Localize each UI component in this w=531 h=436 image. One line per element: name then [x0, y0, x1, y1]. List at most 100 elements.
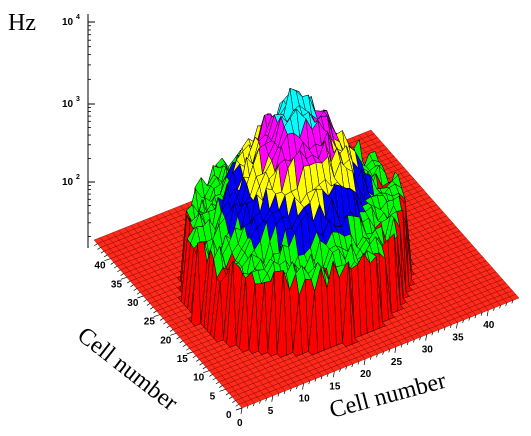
y-tick-mark [186, 351, 193, 355]
x-tick-mark [326, 373, 329, 377]
x-tick-label: 15 [329, 381, 341, 392]
x-tick-mark [369, 356, 372, 360]
x-tick-mark [431, 332, 434, 336]
y-tick-label: 15 [177, 354, 189, 365]
x-tick-label: 25 [391, 357, 403, 368]
surface-cell [248, 284, 259, 354]
y-tick-mark [196, 359, 200, 362]
y-tick-mark [203, 370, 210, 373]
x-tick-mark [493, 307, 495, 311]
x-tick-mark [480, 312, 483, 316]
z-tick-exponent: 4 [76, 14, 80, 21]
surface-cell [239, 277, 250, 353]
y-tick-mark [117, 269, 121, 273]
x-tick-label: 30 [422, 345, 434, 356]
surface-mesh [176, 87, 416, 358]
x-tick-mark [406, 341, 409, 346]
x-tick-mark [413, 339, 415, 343]
x-tick-mark [437, 329, 440, 333]
surface-cell [258, 282, 269, 356]
x-tick-mark [474, 315, 477, 319]
y-tick-mark [159, 318, 164, 321]
y-tick-mark [143, 299, 147, 303]
x-tick-mark [388, 349, 391, 353]
y-tick-mark [235, 403, 239, 407]
x-tick-mark [246, 405, 249, 409]
z-tick-exponent: 2 [76, 174, 80, 181]
y-tick-mark [137, 295, 144, 299]
y-tick-mark [166, 325, 170, 329]
x-tick-mark [505, 302, 508, 306]
y-tick-mark [126, 280, 131, 284]
x-tick-mark [314, 378, 317, 382]
x-tick-mark [376, 354, 378, 358]
x-tick-mark [382, 351, 384, 355]
y-tick-label: 20 [160, 335, 172, 346]
x-tick-mark [357, 361, 360, 365]
x-tick-mark [394, 346, 397, 353]
y-tick-mark [170, 333, 177, 336]
surface-cell [276, 270, 287, 358]
y-tick-mark [146, 303, 151, 306]
x-tick-mark [277, 393, 280, 397]
x-tick-mark [252, 403, 255, 407]
y-tick-mark [225, 392, 230, 396]
y-tick-mark [235, 407, 243, 411]
y-tick-mark [202, 366, 207, 370]
x-tick-mark [332, 371, 335, 378]
y-tick-label: 5 [210, 391, 216, 402]
x-tick-label: 5 [268, 406, 274, 417]
x-tick-mark [425, 334, 428, 341]
x-axis-title: Cell number [327, 368, 449, 424]
x-tick-mark [296, 385, 298, 390]
x-tick-mark [468, 317, 471, 321]
y-tick-mark [219, 389, 226, 392]
x-tick-mark [308, 381, 311, 385]
y-tick-mark [192, 355, 197, 359]
x-tick-mark [289, 388, 292, 392]
surface-cell [191, 242, 202, 327]
surface-cell [267, 271, 278, 357]
x-tick-mark [345, 366, 347, 370]
y-tick-mark [133, 288, 137, 291]
surface-cell [308, 291, 319, 356]
y-tick-mark [153, 314, 160, 317]
y-tick-mark [228, 396, 233, 400]
y-tick-mark [94, 243, 98, 247]
z-axis-title: Hz [8, 10, 36, 36]
surface-cell [342, 261, 353, 347]
x-tick-mark [339, 368, 341, 372]
y-tick-mark [130, 284, 134, 288]
y-tick-mark [215, 381, 220, 385]
y-tick-mark [212, 377, 216, 381]
y-tick-mark [179, 340, 183, 344]
x-tick-label: 35 [452, 332, 464, 343]
y-tick-mark [103, 254, 108, 258]
y-tick-mark [150, 306, 154, 310]
z-tick-label: 10 [62, 99, 74, 110]
x-tick-mark [443, 327, 446, 331]
y-tick-mark [199, 362, 203, 366]
y-tick-mark [153, 310, 157, 314]
x-tick-mark [320, 376, 323, 380]
surface-cell [292, 295, 303, 357]
x-tick-mark [302, 383, 304, 390]
y-tick-mark [232, 400, 236, 403]
z-tick-label: 10 [62, 177, 74, 188]
y-tick-mark [100, 250, 105, 254]
x-tick-mark [511, 300, 514, 304]
floor-cell [364, 129, 375, 137]
x-tick-mark [240, 407, 243, 415]
y-tick-mark [110, 262, 114, 265]
y-tick-mark [120, 273, 124, 276]
z-tick-exponent: 3 [76, 96, 80, 103]
x-tick-mark [259, 400, 261, 404]
x-tick-mark [456, 322, 458, 329]
x-tick-mark [265, 398, 267, 402]
y-tick-label: 30 [127, 298, 139, 309]
y-tick-mark [113, 265, 118, 269]
x-tick-label: 40 [483, 320, 495, 331]
y-tick-label: 10 [193, 373, 205, 384]
